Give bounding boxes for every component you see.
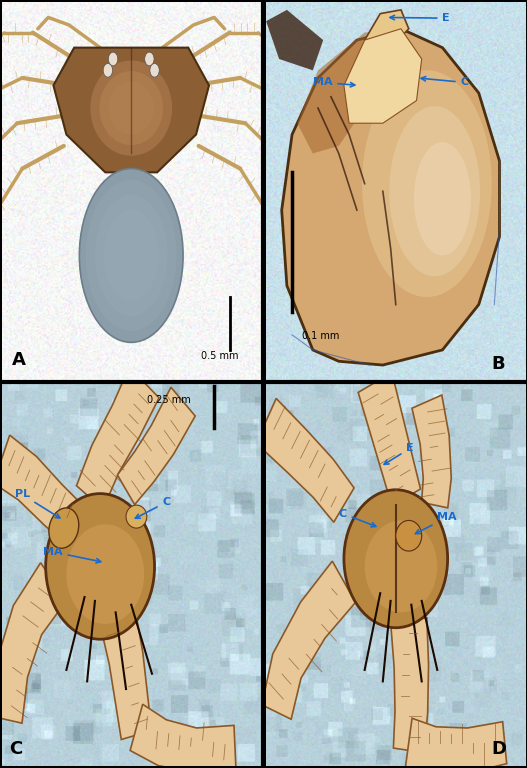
Text: C: C xyxy=(339,508,376,527)
Polygon shape xyxy=(365,10,409,55)
Ellipse shape xyxy=(396,521,422,551)
Polygon shape xyxy=(0,563,66,723)
Polygon shape xyxy=(101,612,152,740)
Text: C: C xyxy=(135,497,170,518)
Circle shape xyxy=(103,64,113,77)
Ellipse shape xyxy=(126,505,147,528)
Polygon shape xyxy=(76,367,159,509)
Polygon shape xyxy=(297,28,401,154)
Polygon shape xyxy=(53,48,209,172)
Ellipse shape xyxy=(414,142,471,256)
Ellipse shape xyxy=(104,210,159,301)
Text: E: E xyxy=(384,443,414,465)
Text: PL: PL xyxy=(15,489,60,518)
Polygon shape xyxy=(256,399,354,522)
Polygon shape xyxy=(358,372,421,506)
Ellipse shape xyxy=(86,180,177,331)
Text: 0.1 mm: 0.1 mm xyxy=(302,331,340,341)
Polygon shape xyxy=(282,28,500,365)
Polygon shape xyxy=(412,395,451,508)
Ellipse shape xyxy=(109,81,154,134)
Text: MA: MA xyxy=(313,78,355,88)
Polygon shape xyxy=(266,10,323,71)
Text: D: D xyxy=(492,740,507,758)
Text: 0.5 mm: 0.5 mm xyxy=(201,351,238,361)
Circle shape xyxy=(109,52,118,66)
Polygon shape xyxy=(405,718,506,768)
Text: A: A xyxy=(12,351,26,369)
Ellipse shape xyxy=(362,71,492,297)
Polygon shape xyxy=(262,561,356,720)
Ellipse shape xyxy=(389,106,480,276)
Ellipse shape xyxy=(46,494,154,639)
Ellipse shape xyxy=(100,71,163,145)
Ellipse shape xyxy=(95,195,168,316)
Text: C: C xyxy=(421,77,469,88)
Polygon shape xyxy=(344,28,422,123)
Ellipse shape xyxy=(49,508,79,548)
Polygon shape xyxy=(0,435,82,544)
Text: 0.25 mm: 0.25 mm xyxy=(147,395,191,405)
Text: C: C xyxy=(9,740,23,758)
Ellipse shape xyxy=(365,521,437,612)
Ellipse shape xyxy=(66,525,144,624)
Text: MA: MA xyxy=(43,547,101,563)
Ellipse shape xyxy=(344,490,447,627)
Polygon shape xyxy=(118,387,195,505)
Circle shape xyxy=(145,52,154,66)
Polygon shape xyxy=(130,704,236,768)
Text: B: B xyxy=(492,355,505,372)
Circle shape xyxy=(150,64,159,77)
Polygon shape xyxy=(391,617,428,753)
Ellipse shape xyxy=(91,61,172,156)
Ellipse shape xyxy=(80,168,183,343)
Text: MA: MA xyxy=(415,512,457,534)
Text: E: E xyxy=(390,13,450,23)
